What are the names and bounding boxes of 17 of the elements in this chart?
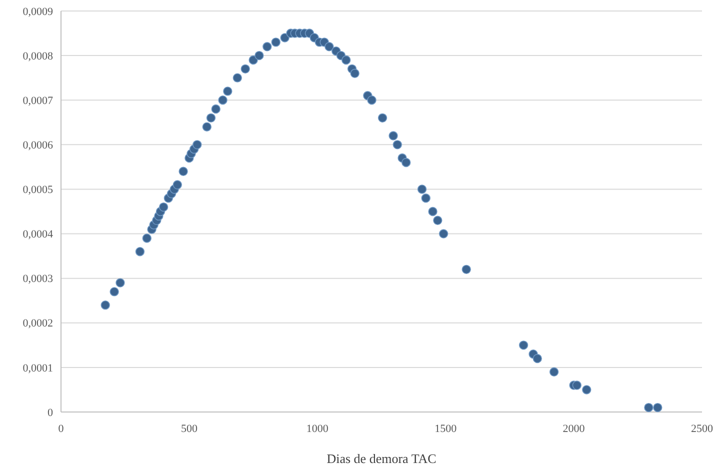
- y-tick-label: 0,0003: [22, 273, 54, 286]
- x-tick-label: 0: [58, 423, 64, 435]
- x-tick-label: 2000: [562, 423, 586, 435]
- x-tick-label: 1500: [434, 423, 458, 435]
- x-tick-label: 1000: [306, 423, 329, 435]
- y-tick-label: 0,0006: [22, 140, 54, 152]
- y-tick-label: 0,0001: [22, 362, 53, 374]
- x-tick-label: 500: [180, 423, 198, 435]
- y-tick-label: 0,0004: [22, 228, 54, 241]
- y-tick-label: 0,0009: [22, 6, 54, 18]
- y-tick-label: 0: [48, 406, 54, 419]
- y-tick-label: 0,0002: [22, 318, 53, 330]
- x-axis-title: Dias de demora TAC: [326, 451, 436, 466]
- y-tick-label: 0,0005: [22, 184, 54, 196]
- y-tick-label: 0,0008: [22, 50, 54, 62]
- x-tick-label: 2500: [691, 423, 714, 435]
- y-tick-label: 0,0007: [22, 94, 54, 107]
